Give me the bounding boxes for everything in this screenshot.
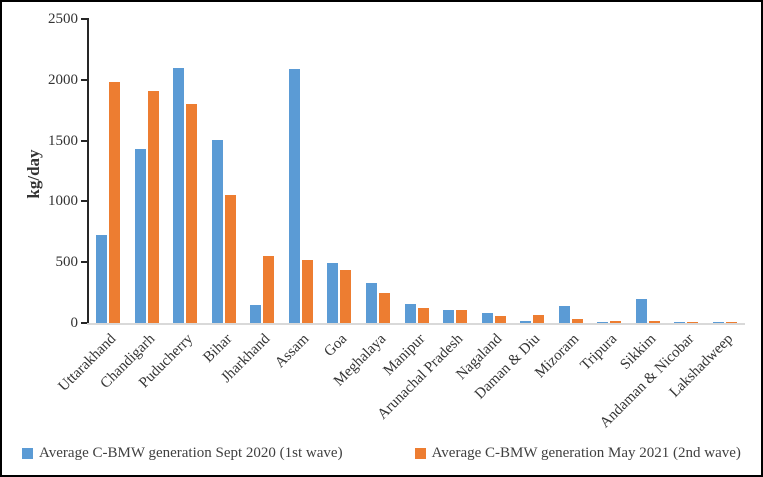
y-tick-label: 2500 [48,11,78,27]
bar-group-sikkim [628,19,667,323]
bar [571,319,583,323]
legend-item-sept-2020: Average C-BMW generation Sept 2020 (1st … [22,445,343,462]
bar [648,321,660,323]
bar-group-mizoram [551,19,590,323]
bar [597,321,609,323]
bar [365,283,377,323]
x-axis-line [87,323,745,325]
y-tick-label: 1500 [48,132,78,149]
bar [712,322,724,323]
bar-group-puducherry [166,19,205,323]
bar [224,195,236,323]
legend: Average C-BMW generation Sept 2020 (1st … [2,445,761,462]
bar [725,322,737,323]
y-tick-label: 500 [55,254,79,271]
bar [443,309,455,323]
bar [610,320,622,323]
bar [301,260,313,323]
y-tick-mark [81,78,87,81]
y-tick-mark [81,322,87,324]
y-tick-mark [81,18,87,20]
legend-label-sept-2020: Average C-BMW generation Sept 2020 (1st … [39,445,343,461]
bar-group-andaman-nicobar [667,19,706,323]
bar [263,256,275,323]
legend-item-may-2021: Average C-BMW generation May 2021 (2nd w… [414,445,741,462]
bar [404,303,416,323]
bar-group-tripura [590,19,629,323]
bar-group-manipur [397,19,436,323]
bar [147,90,159,323]
bar-group-goa [320,19,359,323]
bar [173,67,185,323]
y-tick-mark [81,200,87,203]
bar [635,299,647,323]
bar [520,321,532,323]
bar [533,315,545,323]
y-tick-label: 0 [70,315,79,331]
legend-swatch-orange-icon [414,448,426,459]
bar [674,321,686,323]
bar [250,304,262,323]
bar-group-uttarakhand [89,19,128,323]
bar-group-assam [282,19,321,323]
y-axis-title: kg/day [24,149,43,199]
bar [186,103,198,323]
bar [288,69,300,323]
bar-group-meghalaya [359,19,398,323]
bar-group-daman-diu [513,19,552,323]
legend-swatch-blue-icon [22,448,34,459]
bar [327,263,339,323]
y-axis-line [87,18,89,324]
y-tick-label: 1000 [48,193,78,210]
bar [558,305,570,323]
bar [134,149,146,323]
bar-group-arunachal-pradesh [436,19,475,323]
bar-group-jharkhand [243,19,282,323]
bar [340,269,352,323]
bar [417,308,429,323]
bar-group-chandigarh [128,19,167,323]
bar [96,235,108,323]
bar-group-nagaland [474,19,513,323]
y-tick-label: 2000 [48,71,78,88]
y-tick-mark [81,139,87,142]
bar [378,293,390,323]
bar [109,82,121,323]
bar [211,140,223,323]
legend-label-may-2021: Average C-BMW generation May 2021 (2nd w… [431,445,741,461]
bar-group-lakshadweep [706,19,745,323]
bar [494,315,506,323]
bar-group-bihar [205,19,244,323]
bar [481,312,493,323]
y-tick-mark [81,261,87,264]
bar [456,309,468,323]
bar [687,321,699,323]
plot-area [89,19,744,323]
